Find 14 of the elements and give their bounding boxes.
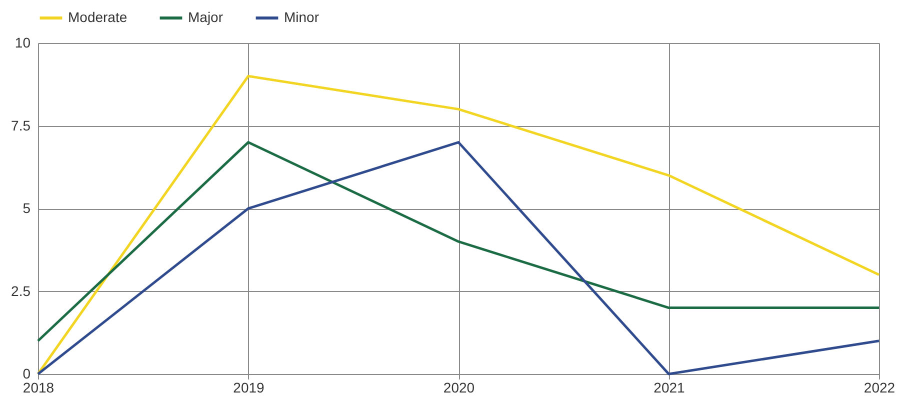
y-tick-label: 5 (22, 200, 31, 216)
x-tick-label: 2020 (443, 380, 475, 396)
legend-label: Major (188, 9, 224, 25)
legend-label: Moderate (68, 9, 128, 25)
y-tick-label: 7.5 (11, 117, 31, 134)
x-tick-label: 2019 (233, 380, 265, 396)
y-tick-label: 10 (14, 34, 31, 50)
y-tick-label: 2.5 (11, 282, 31, 299)
y-tick-label: 0 (22, 366, 31, 382)
line-series (36, 74, 880, 376)
x-tick-label: 2022 (864, 380, 896, 396)
x-tick-label: 2021 (654, 380, 686, 396)
x-tick-label: 2018 (22, 380, 54, 396)
legend-label: Minor (284, 9, 320, 25)
